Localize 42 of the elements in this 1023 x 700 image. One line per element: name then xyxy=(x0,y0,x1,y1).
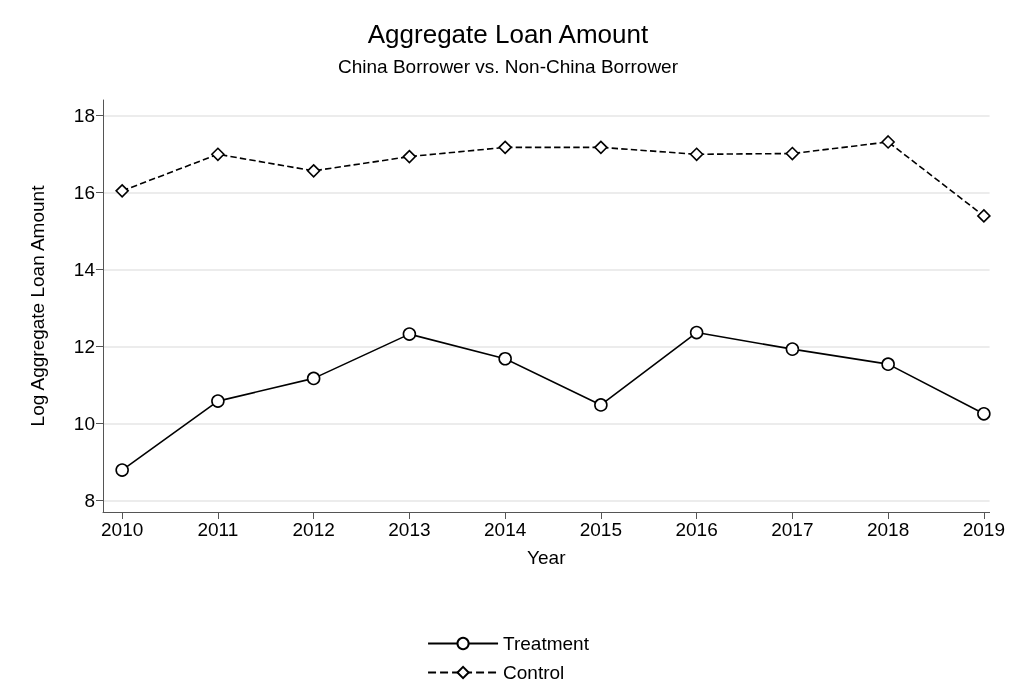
x-tick-label: 2018 xyxy=(866,519,910,540)
point xyxy=(402,149,417,164)
y-tick-label: 14 xyxy=(73,258,96,280)
chart-subtitle: China Borrower vs. Non-China Borrower xyxy=(337,56,679,77)
point xyxy=(115,184,129,198)
y-axis-title: Log Aggregate Loan Amount xyxy=(27,184,48,427)
x-tick-label: 2012 xyxy=(292,519,335,540)
point xyxy=(689,147,704,162)
y-tick-label: 10 xyxy=(73,412,95,434)
x-tick-label: 2019 xyxy=(962,519,1006,540)
point xyxy=(594,398,608,412)
x-tick-label: 2013 xyxy=(388,519,431,540)
point xyxy=(211,147,225,162)
x-axis-title: Year xyxy=(527,547,567,568)
x-tick-label: 2014 xyxy=(483,519,527,540)
point xyxy=(881,135,895,149)
point xyxy=(498,351,512,366)
point xyxy=(498,140,512,155)
legend-label: Treatment xyxy=(503,633,590,654)
y-tick-label: 16 xyxy=(73,181,95,203)
point xyxy=(785,146,800,161)
point xyxy=(689,325,704,340)
point xyxy=(881,357,895,371)
chart-title: Aggregate Loan Amount xyxy=(367,19,649,49)
point xyxy=(306,164,321,178)
point xyxy=(211,394,225,408)
point xyxy=(977,209,991,223)
x-tick-label: 2015 xyxy=(579,519,623,540)
point xyxy=(977,407,991,421)
point xyxy=(115,463,129,477)
x-tick-label: 2011 xyxy=(197,519,239,540)
x-tick-label: 2017 xyxy=(771,519,814,540)
point xyxy=(306,371,321,386)
point xyxy=(785,342,800,356)
y-tick-label: 8 xyxy=(84,489,95,511)
point xyxy=(402,327,417,341)
y-tick-label: 12 xyxy=(73,335,95,357)
x-tick-label: 2016 xyxy=(675,519,718,540)
legend-label: Control xyxy=(503,662,565,683)
x-tick-label: 2010 xyxy=(101,519,144,540)
point xyxy=(594,140,608,155)
y-tick-label: 18 xyxy=(73,104,95,126)
